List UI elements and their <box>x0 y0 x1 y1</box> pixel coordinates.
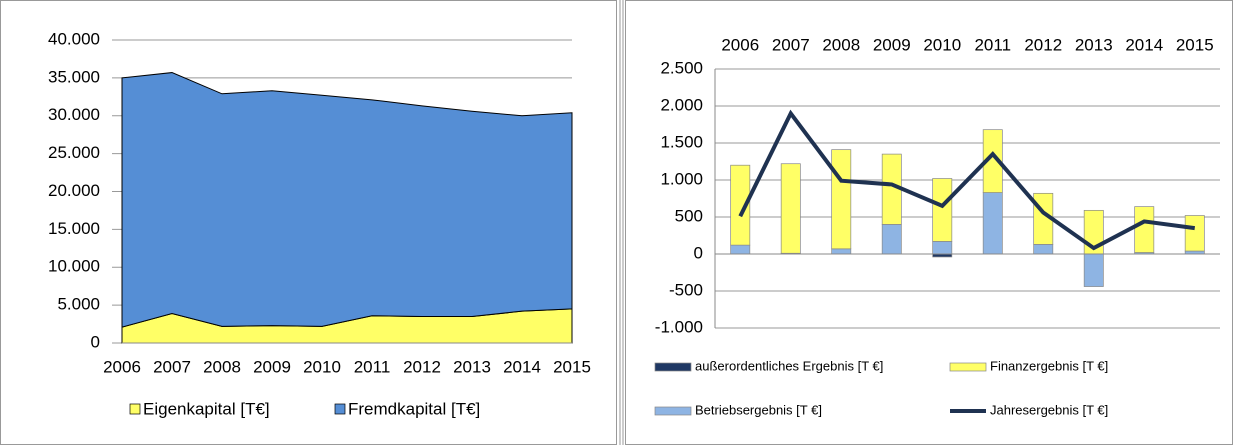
right-frame <box>625 0 1233 445</box>
x-tick-label: 2014 <box>1125 35 1163 54</box>
legend-swatch <box>654 406 692 416</box>
x-tick-label: 2006 <box>103 357 141 376</box>
x-tick-label: 2012 <box>403 357 441 376</box>
y-tick-label: 1.500 <box>660 132 703 151</box>
line <box>738 109 1196 251</box>
y-tick-label: -500 <box>669 280 703 299</box>
bar <box>982 192 1003 255</box>
legend-label: außerordentliches Ergebnis [T €] <box>695 358 883 373</box>
x-tick-label: 2008 <box>203 357 241 376</box>
y-tick-label: 40.000 <box>48 29 100 48</box>
bar <box>1033 244 1054 255</box>
x-tick-label: 2010 <box>923 35 961 54</box>
x-tick-label: 2007 <box>772 35 810 54</box>
legend-label: Betriebsergebnis [T €] <box>695 402 822 417</box>
y-tick-label: 1.000 <box>660 169 703 188</box>
bar <box>831 149 852 250</box>
bar <box>831 248 852 255</box>
y-tick-label: 35.000 <box>48 67 100 86</box>
legend-label: Jahresergebnis [T €] <box>990 402 1108 417</box>
x-tick-label: 2007 <box>153 357 191 376</box>
y-tick-label: 20.000 <box>48 181 100 200</box>
y-tick-label: -1.000 <box>655 317 703 336</box>
x-tick-label: 2015 <box>1176 35 1214 54</box>
x-tick-label: 2009 <box>253 357 291 376</box>
bar <box>932 178 953 242</box>
x-tick-label: 2013 <box>453 357 491 376</box>
x-tick-label: 2013 <box>1075 35 1113 54</box>
y-tick-label: 30.000 <box>48 105 100 124</box>
x-tick-label: 2006 <box>721 35 759 54</box>
legend-swatch <box>949 362 987 372</box>
y-tick-label: 2.000 <box>660 95 703 114</box>
legend-label: Fremdkapital [T€] <box>348 399 480 418</box>
area <box>121 72 573 328</box>
bar <box>730 164 751 246</box>
x-tick-label: 2009 <box>873 35 911 54</box>
legend-swatch <box>129 403 141 415</box>
x-tick-label: 2012 <box>1024 35 1062 54</box>
bar <box>730 244 751 255</box>
legend-swatch <box>654 362 692 372</box>
bar <box>1134 206 1155 253</box>
y-tick-label: 2.500 <box>660 58 703 77</box>
bar <box>1083 253 1104 287</box>
bar <box>932 241 953 255</box>
x-tick-label: 2014 <box>503 357 541 376</box>
x-tick-label: 2015 <box>553 357 591 376</box>
x-tick-label: 2011 <box>974 35 1011 54</box>
x-tick-label: 2011 <box>354 357 391 376</box>
x-tick-label: 2010 <box>303 357 341 376</box>
bar <box>780 163 801 254</box>
legend-label: Finanzergebnis [T €] <box>990 358 1108 373</box>
y-tick-label: 5.000 <box>57 295 100 314</box>
legend-swatch <box>334 403 346 415</box>
bar <box>881 224 902 255</box>
y-tick-label: 0 <box>694 243 703 262</box>
y-tick-label: 500 <box>675 206 703 225</box>
y-tick-label: 0 <box>91 332 100 351</box>
legend-label: Eigenkapital [T€] <box>143 399 270 418</box>
y-tick-label: 15.000 <box>48 219 100 238</box>
y-tick-label: 10.000 <box>48 257 100 276</box>
y-tick-label: 25.000 <box>48 143 100 162</box>
x-tick-label: 2008 <box>822 35 860 54</box>
bar <box>1184 215 1205 252</box>
